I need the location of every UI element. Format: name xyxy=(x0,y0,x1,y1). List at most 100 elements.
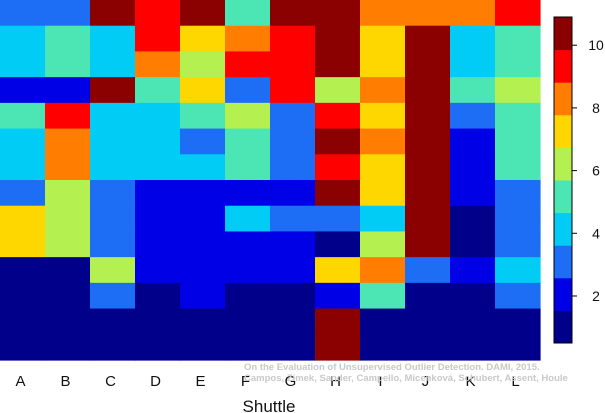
heatmap-cell xyxy=(360,231,406,258)
heatmap-cell xyxy=(270,205,316,233)
heatmap-cell xyxy=(450,102,496,130)
heatmap-cell xyxy=(225,334,271,361)
colorbar-segment xyxy=(554,212,572,246)
heatmap-cell xyxy=(270,180,316,207)
heatmap-cell xyxy=(0,0,46,27)
heatmap-cell xyxy=(0,231,46,258)
heatmap-cell xyxy=(270,0,316,27)
heatmap-cell xyxy=(135,51,181,78)
heatmap-cell xyxy=(360,128,406,155)
x-tick-label: C xyxy=(105,373,116,390)
heatmap-cell xyxy=(315,205,361,233)
heatmap-cell xyxy=(405,282,451,310)
heatmap-cell xyxy=(225,205,271,233)
heatmap-cell xyxy=(135,154,181,181)
heatmap-cell xyxy=(270,154,316,181)
heatmap-cell xyxy=(270,102,316,130)
heatmap-cell xyxy=(180,231,226,258)
heatmap-cell xyxy=(90,257,136,284)
heatmap-cell xyxy=(495,231,541,258)
heatmap-cell xyxy=(225,257,271,284)
heatmap-cell xyxy=(315,282,361,310)
heatmap-cell xyxy=(45,128,91,155)
heatmap-cell xyxy=(450,205,496,233)
heatmap-cell xyxy=(135,205,181,233)
colorbar-segment xyxy=(554,17,572,51)
heatmap-cell xyxy=(405,180,451,207)
heatmap-cell xyxy=(90,180,136,207)
heatmap-cell xyxy=(45,282,91,310)
heatmap-cell xyxy=(315,0,361,27)
heatmap-cell xyxy=(0,102,46,130)
colorbar-segment xyxy=(554,245,572,279)
heatmap-cell xyxy=(495,282,541,310)
x-tick-label: F xyxy=(241,373,250,390)
colorbar-segment xyxy=(554,277,572,311)
x-tick-label: D xyxy=(150,373,161,390)
heatmap-cell xyxy=(360,282,406,310)
x-tick-labels: A B C D E F G H I J K L xyxy=(15,373,519,390)
colorbar xyxy=(553,16,573,344)
heatmap-cell xyxy=(90,205,136,233)
colorbar-segment xyxy=(554,180,572,214)
heatmap-cell xyxy=(405,257,451,284)
heatmap-cell xyxy=(135,334,181,361)
heatmap-cell xyxy=(135,257,181,284)
heatmap-cell xyxy=(315,334,361,361)
heatmap-cell xyxy=(0,77,46,104)
colorbar-segment xyxy=(554,49,572,83)
x-tick-label: A xyxy=(15,373,25,390)
heatmap-cell xyxy=(315,154,361,181)
heatmap-cell xyxy=(360,77,406,104)
heatmap-cell xyxy=(45,77,91,104)
heatmap-cell xyxy=(360,308,406,335)
heatmap-cell xyxy=(315,231,361,258)
heatmap-cell xyxy=(90,334,136,361)
x-tick-label: L xyxy=(511,373,519,390)
heatmap-cell xyxy=(45,25,91,53)
colorbar-tick-label: 10 xyxy=(588,37,604,53)
heatmap-cell xyxy=(495,180,541,207)
watermark-line-1: On the Evaluation of Unsupervised Outlie… xyxy=(244,362,540,373)
heatmap-cell xyxy=(450,180,496,207)
heatmap-cell xyxy=(180,51,226,78)
heatmap-cell xyxy=(45,205,91,233)
x-tick-label: J xyxy=(422,373,430,390)
heatmap-cell xyxy=(450,308,496,335)
heatmap-cell xyxy=(225,0,271,27)
heatmap-cell xyxy=(495,102,541,130)
heatmap-cell xyxy=(180,205,226,233)
heatmap-cell xyxy=(45,51,91,78)
heatmap-cells xyxy=(0,0,541,361)
heatmap-cell xyxy=(45,154,91,181)
colorbar-segment xyxy=(554,114,572,148)
heatmap-cell xyxy=(180,102,226,130)
heatmap-cell xyxy=(180,334,226,361)
heatmap-cell xyxy=(315,128,361,155)
x-axis-title: Shuttle xyxy=(243,397,296,413)
x-tick-label: H xyxy=(330,373,341,390)
heatmap-cell xyxy=(405,102,451,130)
heatmap-cell xyxy=(495,77,541,104)
heatmap-cell xyxy=(270,257,316,284)
heatmap-cell xyxy=(0,308,46,335)
heatmap-cell xyxy=(360,180,406,207)
x-tick-label: B xyxy=(60,373,70,390)
heatmap-cell xyxy=(225,25,271,53)
heatmap-cell xyxy=(0,334,46,361)
heatmap-cell xyxy=(180,180,226,207)
heatmap-cell xyxy=(270,282,316,310)
heatmap-cell xyxy=(405,205,451,233)
heatmap-cell xyxy=(135,25,181,53)
colorbar-tick-label: 6 xyxy=(592,163,600,179)
heatmap-cell xyxy=(90,0,136,27)
heatmap-cell xyxy=(450,77,496,104)
heatmap-cell xyxy=(225,51,271,78)
heatmap-cell xyxy=(360,205,406,233)
heatmap-cell xyxy=(180,282,226,310)
heatmap-cell xyxy=(270,77,316,104)
heatmap-cell xyxy=(45,180,91,207)
heatmap-cell xyxy=(315,77,361,104)
heatmap-cell xyxy=(0,51,46,78)
